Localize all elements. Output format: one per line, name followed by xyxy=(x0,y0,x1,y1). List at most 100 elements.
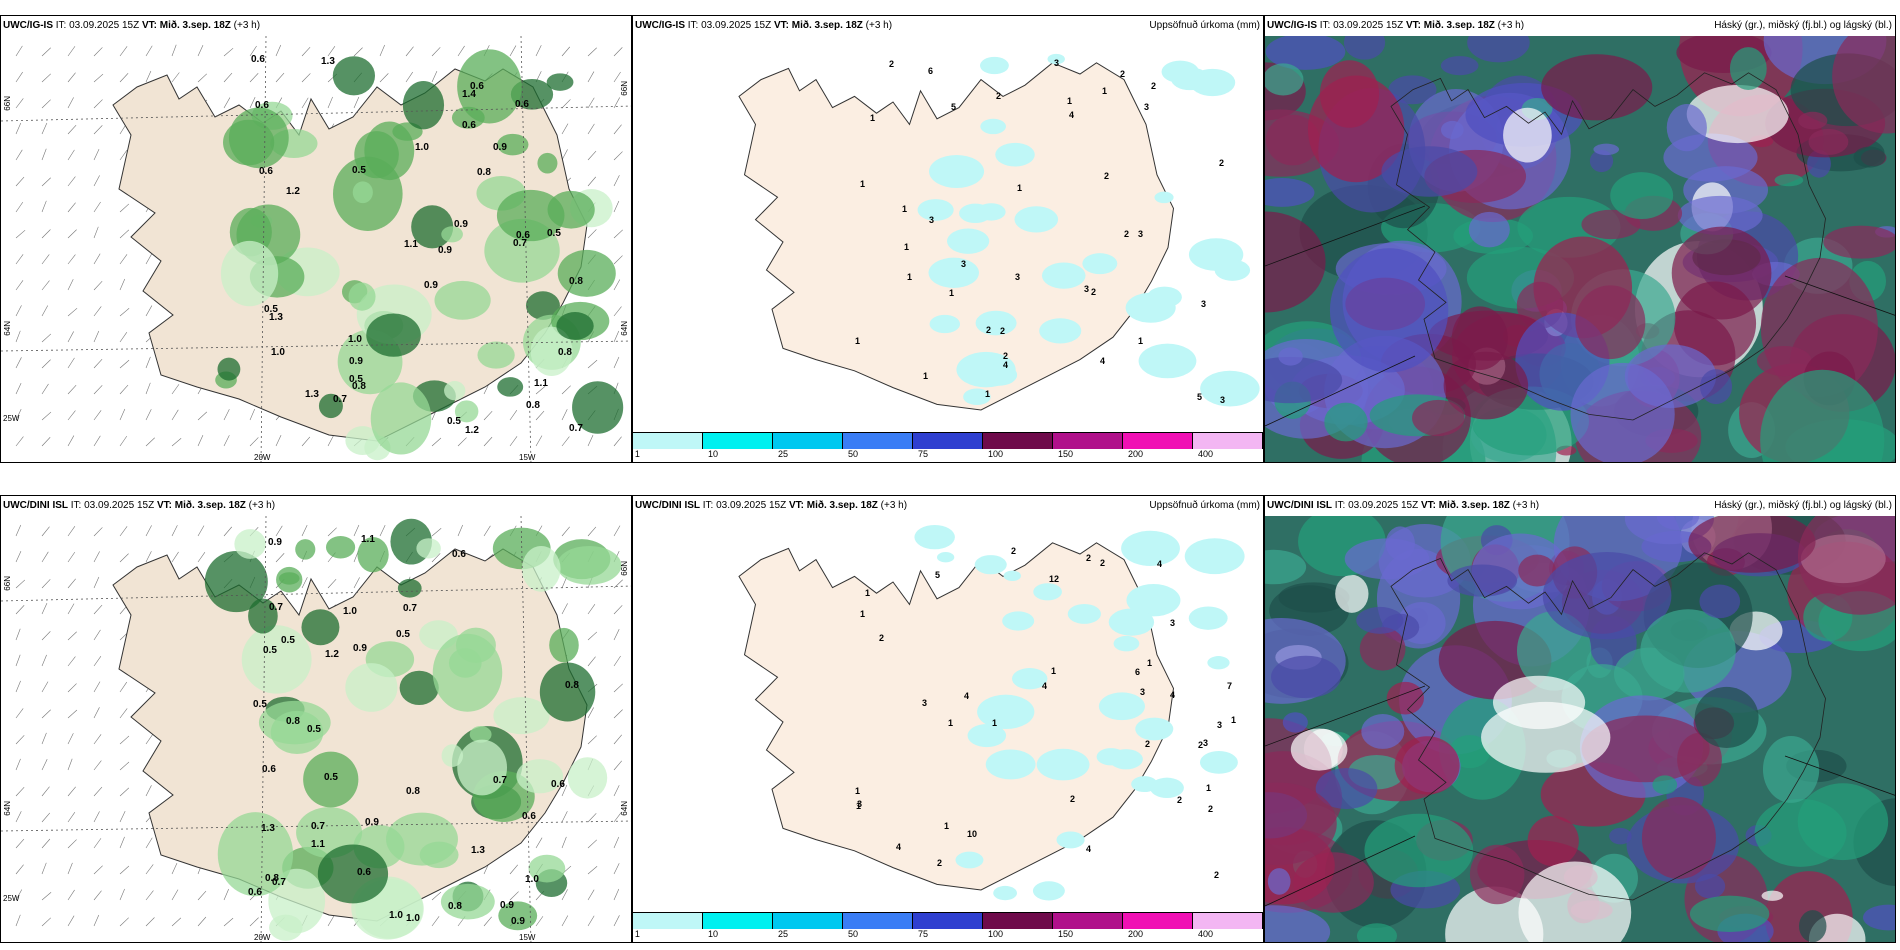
legend-swatch xyxy=(703,433,773,449)
panel-header: UWC/IG-IS IT: 03.09.2025 15Z VT: Mið. 3.… xyxy=(1267,20,1525,31)
accum-cell xyxy=(1039,318,1082,344)
lat-label-bottom: 64N xyxy=(3,321,12,336)
accum-value-label: 5 xyxy=(1197,392,1202,402)
cloud-cell xyxy=(1447,564,1518,597)
precip-cell xyxy=(419,841,459,869)
precip-value-label: 0.9 xyxy=(500,900,514,911)
cloud-cell xyxy=(1440,56,1479,76)
legend-tick-label: 400 xyxy=(1198,929,1214,939)
accum-cell xyxy=(1121,530,1180,567)
precip-cell xyxy=(268,868,326,934)
precip-value-label: 0.9 xyxy=(349,356,363,367)
lat-label-top: 66N xyxy=(3,576,12,591)
accum-cell xyxy=(947,228,990,254)
accum-value-label: 1 xyxy=(1102,86,1107,96)
precip-value-label: 0.6 xyxy=(516,230,530,241)
cloud-cell xyxy=(1492,675,1586,730)
precip-cell xyxy=(399,670,439,706)
cloud-cell xyxy=(1798,910,1827,942)
accum-value-label: 12 xyxy=(1049,574,1059,584)
precip-value-label: 1.3 xyxy=(305,389,319,400)
color-legend: 1 10 25 50 75 100 150 200 400 xyxy=(633,432,1263,462)
cloud-map xyxy=(1265,516,1895,942)
precip-cell xyxy=(557,249,616,297)
accum-value-label: 5 xyxy=(935,570,940,580)
precip-value-label: 0.5 xyxy=(307,724,321,735)
accum-cell xyxy=(1036,748,1090,781)
legend-tick-label: 100 xyxy=(988,449,1004,459)
precip-cell xyxy=(572,381,624,434)
accum-value-label: 2 xyxy=(996,91,1001,101)
precip-map: 0.70.61.10.81.00.90.51.30.61.21.00.90.51… xyxy=(1,36,631,462)
cloud-cell xyxy=(1265,36,1346,70)
precip-value-label: 0.8 xyxy=(569,276,583,287)
legend-tick-label: 50 xyxy=(848,449,859,459)
accum-cell xyxy=(1082,253,1118,275)
panel-title: Uppsöfnuð úrkoma (mm) xyxy=(1149,20,1260,31)
legend-swatch xyxy=(703,913,773,929)
panel-accum-dini: UWC/DINI ISL IT: 03.09.2025 15Z VT: Mið.… xyxy=(632,495,1264,943)
accum-cell xyxy=(1207,656,1230,670)
legend-tick-label: 10 xyxy=(708,929,719,939)
lat-gridline xyxy=(1,340,631,352)
cloud-cell xyxy=(1335,574,1369,613)
precip-value-label: 1.0 xyxy=(343,606,357,617)
legend-tick-label: 400 xyxy=(1198,449,1214,459)
precip-cell xyxy=(493,697,550,735)
precip-cell xyxy=(444,381,466,401)
panel-title: Háský (gr.), miðský (fj.bl.) og lágský (… xyxy=(1714,20,1892,31)
cloud-cell xyxy=(1541,54,1653,121)
precip-value-label: 0.8 xyxy=(565,680,579,691)
lon-gridline xyxy=(520,516,532,942)
accum-value-label: 3 xyxy=(857,799,862,809)
precip-cell xyxy=(357,537,389,573)
accum-cell xyxy=(959,203,992,224)
lat-label-bottom-right: 64N xyxy=(620,801,629,816)
iceland-land xyxy=(112,68,588,442)
cloud-cell xyxy=(1652,775,1678,795)
boundary-line xyxy=(1265,205,1426,267)
legend-tick-label: 10 xyxy=(708,449,719,459)
lat-label-bottom-right: 64N xyxy=(620,321,629,336)
cloud-cell xyxy=(1356,923,1398,942)
accum-value-label: 3 xyxy=(929,215,934,225)
precip-cell xyxy=(354,131,399,179)
panel-accum-igis: UWC/IG-IS IT: 03.09.2025 15Z VT: Mið. 3.… xyxy=(632,15,1264,463)
precip-cell xyxy=(567,757,608,799)
legend-tick-label: 75 xyxy=(918,449,929,459)
accum-cell xyxy=(1184,538,1245,575)
cloud-cell xyxy=(1343,36,1386,60)
precip-cell xyxy=(528,854,566,883)
lon-label-left: 25W xyxy=(3,414,20,423)
accum-value-label: 1 xyxy=(1231,715,1236,725)
accum-value-label: 2 xyxy=(1104,171,1109,181)
accum-cell xyxy=(995,142,1035,167)
cloud-cell xyxy=(1832,36,1895,134)
accum-cell xyxy=(1188,606,1228,630)
panel-precip-igis: UWC/IG-IS IT: 03.09.2025 15Z VT: Mið. 3.… xyxy=(0,15,632,463)
precip-value-label: 0.6 xyxy=(551,779,565,790)
accum-cell xyxy=(1147,286,1182,308)
boundary-line xyxy=(1265,355,1416,427)
cloud-cell xyxy=(1593,143,1620,156)
cloud-cell xyxy=(1503,107,1552,163)
accum-value-label: 1 xyxy=(1138,336,1143,346)
precip-value-label: 0.5 xyxy=(281,635,295,646)
precip-cell xyxy=(516,759,564,794)
precip-cell xyxy=(457,739,508,796)
precip-value-label: 1.0 xyxy=(525,874,539,885)
accum-value-label: 2 xyxy=(1000,326,1005,336)
accum-value-label: 1 xyxy=(855,336,860,346)
cloud-cell xyxy=(1290,728,1348,771)
panel-header: UWC/IG-IS IT: 03.09.2025 15Z VT: Mið. 3.… xyxy=(635,20,893,31)
accum-areas xyxy=(917,53,1260,407)
cloud-cell xyxy=(1440,120,1464,139)
precip-value-label: 1.1 xyxy=(534,378,548,389)
legend-swatch xyxy=(913,433,983,449)
legend-bar xyxy=(633,912,1263,929)
accum-cell xyxy=(974,555,1007,575)
boundary-line xyxy=(1265,835,1416,907)
cloud-map xyxy=(1265,36,1895,462)
precip-value-label: 0.6 xyxy=(357,867,371,878)
